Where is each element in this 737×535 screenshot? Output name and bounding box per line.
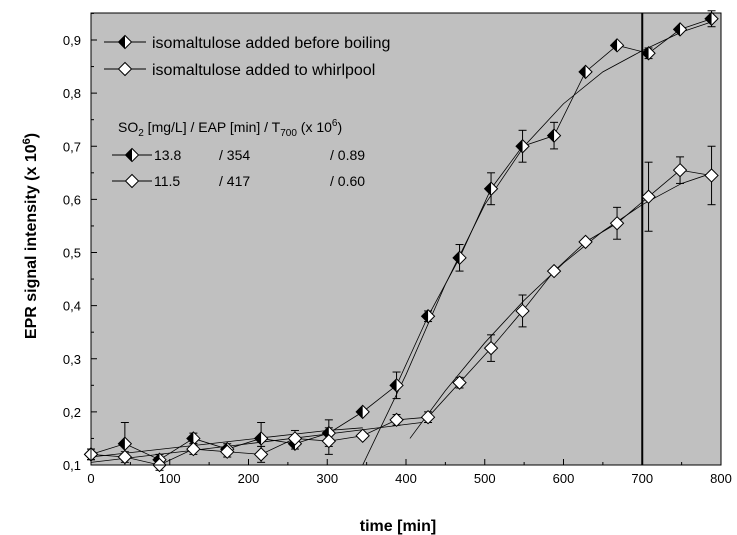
- data-point-series-2: [483, 340, 499, 356]
- plot-background: [91, 13, 721, 465]
- parameter-table: SO2 [mg/L] / EAP [min] / T700 (x 106) 13…: [112, 118, 365, 189]
- data-markers: [83, 11, 719, 473]
- legend-marker-open-diamond: [117, 61, 133, 77]
- data-point-series-1: [578, 64, 593, 80]
- data-point-series-1: [355, 404, 370, 420]
- y-tick-label: 0,5: [63, 246, 81, 261]
- data-point-series-1: [515, 139, 530, 154]
- y-tick-label: 0,7: [63, 139, 81, 154]
- fit-curve: [409, 172, 714, 439]
- data-point-series-2: [186, 441, 201, 457]
- table-row-2: 11.5 / 417 / 0.60: [112, 173, 365, 189]
- x-tick-label: 800: [710, 471, 732, 486]
- x-axis-title: time [min]: [360, 518, 436, 535]
- y-tick-label: 0,8: [63, 86, 81, 101]
- x-tick-label: 600: [553, 471, 575, 486]
- table-row-1-t700: / 0.89: [330, 147, 365, 163]
- data-point-series-2: [420, 409, 436, 425]
- data-point-series-2: [253, 447, 269, 462]
- legend-marker-1: [117, 34, 133, 50]
- legend-label-series-1: isomaltulose added before boiling: [152, 35, 390, 52]
- series-line-1: [90, 18, 712, 461]
- fit-curve: [91, 422, 422, 463]
- y-tick-label: 0,3: [63, 352, 81, 367]
- x-tick-label: 500: [474, 471, 496, 486]
- y-tick-label: 0,9: [63, 33, 81, 48]
- table-row-2-t700: / 0.60: [330, 173, 365, 189]
- x-tick-label: 300: [316, 471, 338, 486]
- y-axis-title: EPR signal intensity (x 106): [21, 133, 40, 339]
- data-point-series-2: [641, 189, 656, 204]
- x-tick-label: 0: [87, 471, 94, 486]
- data-point-series-1: [253, 431, 269, 446]
- y-axis-ticks: 0,1 0,2 0,3 0,4 0,5 0,6 0,7 0,8 0,9: [63, 12, 97, 473]
- data-point-series-1: [452, 250, 467, 266]
- legend-item-series-1: isomaltulose added before boiling: [104, 34, 390, 52]
- legend-item-series-2: isomaltulose added to whirlpool: [104, 61, 375, 79]
- y-tick-label: 0,4: [63, 299, 81, 314]
- data-point-series-1: [641, 46, 656, 61]
- data-point-series-2: [452, 375, 467, 390]
- table-marker-open-diamond: [124, 173, 140, 189]
- data-point-series-2: [355, 428, 370, 443]
- data-point-series-1: [546, 128, 562, 143]
- legend-label-series-2: isomaltulose added to whirlpool: [152, 62, 375, 79]
- data-point-series-2: [515, 303, 530, 319]
- data-point-series-2: [321, 433, 337, 449]
- data-point-series-1: [609, 38, 625, 53]
- table-row-1-so2: 13.8: [154, 147, 181, 163]
- x-tick-label: 400: [395, 471, 417, 486]
- table-marker-1: [124, 147, 140, 163]
- x-tick-label: 100: [159, 471, 181, 486]
- table-row-1: 13.8 / 354 / 0.89: [112, 147, 365, 163]
- y-tick-label: 0,6: [63, 192, 81, 207]
- x-axis-ticks: 0 100 200 300 400 500 600 700 800: [87, 459, 732, 486]
- data-point-series-1: [704, 11, 719, 26]
- data-point-series-1: [389, 378, 404, 393]
- x-tick-label: 700: [631, 471, 653, 486]
- x-tick-label: 200: [238, 471, 260, 486]
- data-point-series-2: [704, 168, 719, 183]
- legend-marker-half-filled-diamond: [117, 34, 133, 50]
- data-point-series-1: [483, 181, 499, 196]
- table-header: SO2 [mg/L] / EAP [min] / T700 (x 106): [118, 118, 342, 139]
- data-point-series-2: [220, 444, 235, 459]
- table-row-2-so2: 11.5: [154, 173, 180, 189]
- y-tick-label: 0,2: [63, 405, 81, 420]
- data-point-series-2: [117, 449, 133, 465]
- data-point-series-2: [609, 216, 625, 231]
- table-row-1-eap: / 354: [219, 147, 250, 163]
- data-point-series-2: [389, 412, 404, 428]
- table-row-2-eap: / 417: [219, 173, 250, 189]
- table-marker-2: [124, 173, 140, 189]
- data-point-series-1: [420, 309, 436, 324]
- y-tick-label: 0,1: [63, 458, 81, 473]
- legend-marker-2: [117, 61, 133, 77]
- data-point-series-2: [287, 431, 303, 446]
- legend: isomaltulose added before boiling isomal…: [104, 34, 390, 79]
- data-point-series-2: [672, 162, 688, 178]
- data-point-series-2: [578, 234, 593, 250]
- fit-curve: [362, 21, 714, 465]
- data-point-series-2: [546, 263, 562, 279]
- table-marker-half-filled-diamond: [124, 147, 140, 163]
- data-point-series-1: [672, 22, 688, 37]
